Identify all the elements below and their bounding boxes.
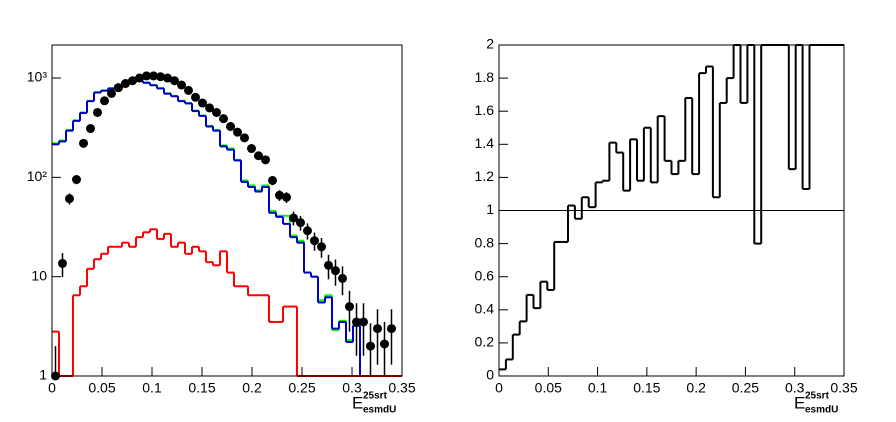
x-label: E [352, 393, 363, 412]
y-tick-label: 10² [27, 168, 48, 184]
data-point [268, 175, 277, 185]
data-point [380, 339, 389, 349]
x-tick-label: 0.2 [242, 380, 262, 396]
x-label-sup: 25srt [805, 391, 830, 402]
y-tick-label: 1.6 [475, 102, 495, 118]
data-point [142, 71, 151, 81]
x-label-sub: esmdU [363, 405, 396, 416]
x-tick-label: 0.2 [686, 380, 706, 396]
x-label: E [794, 393, 805, 412]
data-point [149, 71, 158, 81]
data-point [303, 226, 312, 236]
x-tick-label: 0.35 [388, 380, 415, 396]
x-tick-label: 0.3 [785, 380, 805, 396]
data-point [93, 107, 102, 117]
x-tick-label: 0 [48, 380, 56, 396]
y-tick-label: 0.4 [475, 301, 495, 317]
data-point [331, 266, 340, 276]
data-point [247, 144, 256, 154]
data-point [359, 317, 368, 327]
y-tick-label: 0.8 [475, 234, 495, 250]
data-point [121, 79, 130, 89]
x-tick-label: 0 [495, 380, 503, 396]
data-point [226, 122, 235, 132]
y-tick-label: 0 [486, 367, 494, 383]
data-point [254, 151, 263, 161]
x-tick-label: 0.25 [288, 380, 315, 396]
data-point [156, 72, 165, 82]
data-point [219, 114, 228, 124]
data-point [387, 324, 396, 334]
y-tick-label: 1.4 [475, 135, 495, 151]
data-point [282, 192, 291, 202]
data-point [170, 76, 179, 86]
data-point [163, 73, 172, 83]
x-tick-label: 0.05 [88, 380, 115, 396]
y-tick-label: 2 [486, 36, 494, 52]
x-tick-label: 0.1 [142, 380, 162, 396]
data-point [373, 324, 382, 334]
data-point [310, 236, 319, 246]
data-point [345, 302, 354, 312]
data-point [317, 242, 326, 252]
data-point [240, 133, 249, 143]
x-label-sup: 25srt [363, 391, 388, 402]
y-tick-label: 0.2 [475, 334, 495, 350]
x-tick-label: 0.3 [342, 380, 362, 396]
data-point [107, 88, 116, 98]
x-tick-label: 0.15 [633, 380, 660, 396]
data-point [296, 218, 305, 228]
data-point [72, 175, 81, 185]
x-tick-label: 0.15 [188, 380, 215, 396]
x-tick-label: 0.35 [830, 380, 857, 396]
data-point [205, 103, 214, 113]
x-tick-label: 0.1 [588, 380, 608, 396]
data-point [65, 194, 74, 204]
data-point [261, 155, 270, 165]
data-point [114, 83, 123, 93]
data-point [212, 107, 221, 117]
data-point [338, 273, 347, 283]
data-point [366, 341, 375, 351]
data-point [324, 260, 333, 270]
data-point [198, 98, 207, 108]
data-point [184, 85, 193, 95]
frame [51, 44, 403, 377]
data-point [191, 92, 200, 102]
y-tick-label: 10³ [27, 69, 48, 85]
y-tick-label: 1.8 [475, 69, 495, 85]
x-label-sub: esmdU [805, 405, 838, 416]
x-tick-label: 0.25 [732, 380, 759, 396]
data-point [58, 258, 67, 268]
y-tick-label: 10 [31, 267, 47, 283]
data-point [233, 127, 242, 137]
data-point [100, 96, 109, 106]
y-tick-label: 1.2 [475, 168, 495, 184]
y-tick-label: 0.6 [475, 267, 495, 283]
data-point [86, 124, 95, 134]
data-point [352, 317, 361, 327]
data-point [128, 76, 137, 86]
y-tick-label: 1 [39, 367, 47, 383]
data-point [79, 138, 88, 148]
data-point [177, 80, 186, 90]
data-point [275, 190, 284, 200]
y-tick-label: 1 [486, 201, 494, 217]
x-tick-label: 0.05 [535, 380, 562, 396]
data-point [289, 213, 298, 223]
data-point [135, 73, 144, 83]
